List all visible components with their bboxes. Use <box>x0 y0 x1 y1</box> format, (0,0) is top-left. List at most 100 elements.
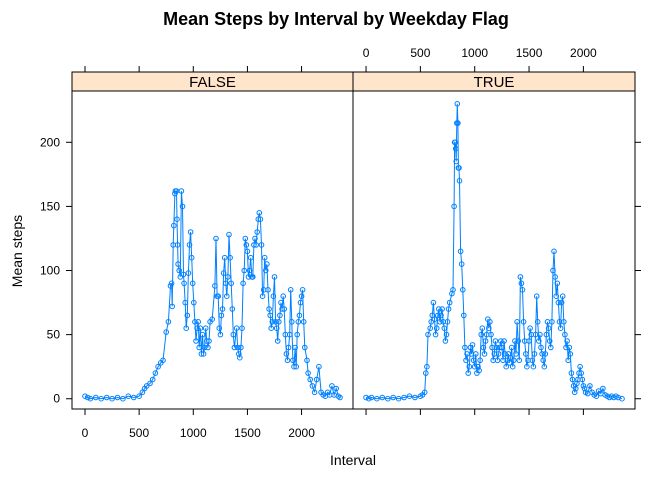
y-tick-label: 200 <box>40 135 60 149</box>
data-point <box>217 331 224 338</box>
data-point <box>449 290 455 297</box>
data-point <box>374 395 380 402</box>
data-point <box>564 338 570 344</box>
data-point <box>548 344 554 351</box>
data-point <box>176 267 182 274</box>
data-point <box>366 395 372 402</box>
data-point <box>390 394 397 401</box>
data-point <box>492 338 499 344</box>
data-point <box>432 331 439 338</box>
data-point <box>224 293 230 300</box>
data-point <box>241 267 247 274</box>
data-point <box>533 293 540 300</box>
data-point <box>461 312 467 319</box>
data-point <box>223 280 229 287</box>
data-point <box>502 351 508 357</box>
data-point <box>242 235 249 242</box>
data-point <box>539 351 545 357</box>
data-point <box>470 357 477 364</box>
data-point <box>573 385 579 392</box>
data-point <box>527 325 533 332</box>
data-point <box>213 235 219 242</box>
data-point <box>431 316 438 323</box>
data-point <box>401 394 407 401</box>
data-point <box>578 370 585 376</box>
data-point <box>566 344 573 351</box>
data-point <box>552 274 558 280</box>
data-point <box>427 325 434 332</box>
chart-title: Mean Steps by Interval by Weekday Flag <box>163 9 509 29</box>
data-point <box>499 344 505 351</box>
data-point <box>506 360 513 366</box>
data-point <box>194 325 200 332</box>
data-point <box>284 357 291 364</box>
data-point <box>482 338 489 344</box>
data-point <box>187 229 194 235</box>
data-point <box>456 165 462 171</box>
data-point <box>424 363 430 370</box>
data-point <box>254 229 261 235</box>
data-point <box>493 344 500 351</box>
data-point <box>243 242 250 248</box>
data-point <box>276 319 282 325</box>
data-point <box>168 280 175 287</box>
data-point <box>230 331 237 338</box>
data-point <box>167 283 174 289</box>
data-point <box>93 394 99 401</box>
y-tick-label: 100 <box>40 264 60 278</box>
data-point <box>379 394 386 401</box>
data-point <box>268 325 275 332</box>
data-point <box>279 306 285 312</box>
data-point <box>305 370 311 376</box>
data-point <box>477 357 483 364</box>
data-point <box>430 299 437 306</box>
data-point <box>219 306 226 312</box>
data-point <box>286 331 293 338</box>
x-tick-label: 0 <box>82 426 89 440</box>
data-point <box>395 395 402 402</box>
data-point <box>579 376 586 383</box>
data-point <box>498 338 504 344</box>
data-point <box>425 331 431 338</box>
data-point <box>545 325 552 332</box>
data-point <box>529 357 536 364</box>
data-point <box>180 271 187 278</box>
data-point <box>236 351 242 357</box>
data-point <box>277 312 283 319</box>
data-point <box>192 319 198 325</box>
data-point <box>302 344 308 351</box>
data-point <box>250 274 256 280</box>
y-tick-label: 50 <box>47 328 61 342</box>
x-tick-label: 1000 <box>461 46 488 60</box>
chart-panels: FALSE 0 500 1000 1500 2000 0 50 100 150 200 TRUE 0 50… <box>40 46 641 440</box>
data-point <box>202 325 209 332</box>
data-point <box>478 331 485 338</box>
data-point <box>256 210 263 216</box>
data-point <box>542 351 549 357</box>
data-point <box>259 293 266 300</box>
data-point <box>246 267 253 274</box>
data-point <box>297 299 304 306</box>
data-point <box>295 319 302 325</box>
data-point <box>518 280 525 287</box>
data-point <box>181 280 187 287</box>
data-point <box>543 331 550 338</box>
data-point <box>152 370 159 376</box>
data-point <box>197 325 204 332</box>
data-point <box>555 299 562 306</box>
data-point <box>270 293 277 300</box>
data-point <box>421 389 428 396</box>
data-point <box>526 338 532 344</box>
data-point <box>576 370 582 376</box>
data-point <box>551 248 557 255</box>
data-point <box>406 393 413 400</box>
panel-frame <box>352 90 636 410</box>
data-point <box>204 338 210 344</box>
data-point <box>160 357 166 364</box>
data-point <box>196 344 202 351</box>
y-tick-label: 0 <box>53 392 60 406</box>
x-tick-label: 1500 <box>516 46 543 60</box>
data-point <box>198 351 205 357</box>
data-point <box>255 216 262 222</box>
